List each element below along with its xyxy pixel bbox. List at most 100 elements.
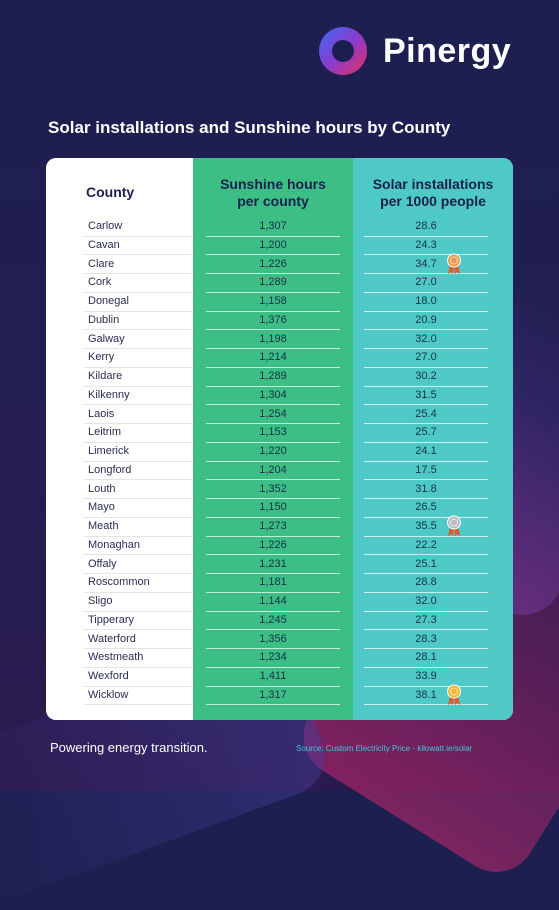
row-divider	[206, 273, 340, 274]
solar-cell: 38.1	[415, 688, 437, 701]
row-divider	[206, 704, 340, 706]
county-cell: Offaly	[88, 557, 117, 570]
solar-cell: 24.1	[415, 445, 437, 457]
sunshine-cell: 1,150	[259, 501, 287, 514]
county-cell: Louth	[88, 482, 116, 495]
table-row: Waterford 1,356 28.3	[46, 631, 513, 650]
row-divider	[206, 423, 340, 424]
county-cell: Mayo	[88, 501, 115, 514]
header-solar: Solar installations per 1000 people	[372, 176, 494, 209]
row-divider	[364, 554, 488, 556]
row-divider	[206, 573, 340, 574]
footer-tagline: Powering energy transition.	[50, 740, 208, 755]
row-divider	[364, 591, 488, 593]
county-cell: Monaghan	[88, 538, 140, 551]
row-divider	[206, 366, 340, 368]
solar-cell: 33.9	[415, 670, 437, 682]
data-table: County Sunshine hours per county Solar in…	[46, 158, 513, 720]
county-cell: Tipperary	[88, 613, 135, 626]
sunshine-cell: 1,231	[259, 557, 287, 570]
row-divider	[206, 666, 340, 668]
row-divider	[364, 535, 488, 537]
table-row: Meath 1,273 35.5	[46, 515, 513, 537]
sunshine-cell: 1,273	[259, 520, 287, 532]
county-cell: Kilkenny	[88, 388, 130, 401]
row-divider	[206, 498, 340, 499]
brand-logo: Pinergy	[317, 25, 511, 77]
sunshine-cell: 1,352	[259, 482, 287, 495]
row-divider	[84, 273, 193, 274]
row-divider	[206, 404, 340, 406]
row-divider	[206, 516, 340, 518]
row-divider	[84, 329, 193, 331]
solar-cell: 28.3	[415, 632, 437, 645]
row-divider	[364, 666, 488, 668]
row-divider	[206, 629, 340, 631]
county-cell: Limerick	[88, 445, 129, 457]
county-cell: Dublin	[88, 313, 120, 326]
table-row: Sligo 1,144 32.0	[46, 593, 513, 612]
solar-cell: 25.1	[415, 557, 437, 570]
county-cell: Cork	[88, 276, 112, 289]
sunshine-column-bg	[193, 158, 353, 720]
row-divider	[84, 591, 193, 593]
sunshine-cell: 1,307	[259, 220, 287, 232]
county-cell: Kildare	[88, 370, 123, 382]
county-cell: Meath	[88, 520, 119, 532]
row-divider	[84, 366, 193, 368]
row-divider	[364, 366, 488, 368]
row-divider	[84, 573, 193, 574]
row-divider	[206, 685, 340, 687]
sunshine-cell: 1,289	[259, 276, 287, 289]
solar-cell: 34.7	[415, 257, 437, 270]
county-cell: Carlow	[88, 220, 123, 232]
row-divider	[364, 423, 488, 424]
county-cell: Laois	[88, 407, 115, 420]
county-cell: Wexford	[88, 670, 129, 682]
table-body: Carlow 1,307 28.6 Cavan 1,200 24.3 Clare 1,226 3…	[46, 218, 513, 706]
table-row: Clare 1,226 34.7	[46, 253, 513, 275]
sunshine-cell: 1,289	[259, 370, 287, 382]
row-divider	[206, 254, 340, 256]
row-divider	[84, 441, 193, 443]
sunshine-cell: 1,144	[259, 595, 287, 607]
row-divider	[84, 629, 193, 631]
row-divider	[364, 404, 488, 406]
table-row: Carlow 1,307 28.6	[46, 218, 513, 237]
row-divider	[364, 516, 488, 518]
table-row: Westmeath 1,234 28.1	[46, 649, 513, 668]
row-divider	[364, 273, 488, 274]
row-divider	[364, 685, 488, 687]
row-divider	[206, 348, 340, 349]
bronze-medal-icon	[446, 253, 462, 275]
solar-cell: 26.5	[415, 501, 437, 514]
solar-cell: 35.5	[415, 520, 437, 532]
row-divider	[84, 423, 193, 424]
solar-cell: 32.0	[415, 595, 437, 607]
table-row: Limerick 1,220 24.1	[46, 443, 513, 462]
row-divider	[364, 254, 488, 256]
row-divider	[364, 479, 488, 481]
row-divider	[84, 498, 193, 499]
table-row: Wicklow 1,317 38.1	[46, 684, 513, 706]
table-row: Dublin 1,376 20.9	[46, 312, 513, 331]
solar-cell: 31.8	[415, 482, 437, 495]
row-divider	[84, 460, 193, 462]
row-divider	[206, 648, 340, 649]
row-divider	[206, 291, 340, 293]
county-cell: Wicklow	[88, 688, 129, 701]
sunshine-cell: 1,204	[259, 463, 287, 476]
table-row: Laois 1,254 25.4	[46, 406, 513, 425]
row-divider	[364, 310, 488, 312]
row-divider	[206, 385, 340, 387]
solar-cell: 30.2	[415, 370, 437, 382]
row-divider	[206, 235, 340, 237]
row-divider	[84, 648, 193, 649]
sunshine-cell: 1,254	[259, 407, 287, 420]
solar-cell: 24.3	[415, 238, 437, 251]
solar-cell: 22.2	[415, 538, 437, 551]
solar-cell: 25.7	[415, 426, 437, 439]
row-divider	[84, 685, 193, 687]
row-divider	[364, 460, 488, 462]
table-row: Cavan 1,200 24.3	[46, 237, 513, 256]
